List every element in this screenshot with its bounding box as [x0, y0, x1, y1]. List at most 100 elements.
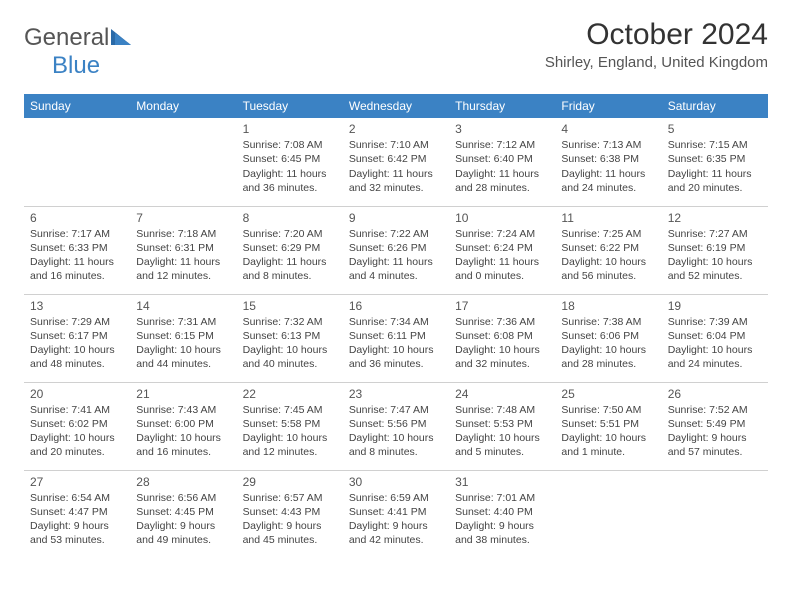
sunset-text: Sunset: 5:51 PM	[561, 417, 655, 431]
sunset-text: Sunset: 5:49 PM	[668, 417, 762, 431]
calendar-cell: 26Sunrise: 7:52 AMSunset: 5:49 PMDayligh…	[662, 382, 768, 470]
sunrise-text: Sunrise: 7:22 AM	[349, 227, 443, 241]
logo: General Blue	[24, 24, 131, 80]
daylight2-text: and 8 minutes.	[349, 445, 443, 459]
daylight1-text: Daylight: 10 hours	[243, 343, 337, 357]
daylight1-text: Daylight: 9 hours	[243, 519, 337, 533]
daylight2-text: and 28 minutes.	[561, 357, 655, 371]
daylight1-text: Daylight: 11 hours	[349, 255, 443, 269]
column-header: Tuesday	[237, 94, 343, 118]
calendar-cell: 1Sunrise: 7:08 AMSunset: 6:45 PMDaylight…	[237, 118, 343, 206]
daylight1-text: Daylight: 11 hours	[561, 167, 655, 181]
sunrise-text: Sunrise: 7:20 AM	[243, 227, 337, 241]
sunset-text: Sunset: 5:58 PM	[243, 417, 337, 431]
day-number: 7	[136, 210, 230, 226]
day-number: 5	[668, 121, 762, 137]
sunset-text: Sunset: 6:00 PM	[136, 417, 230, 431]
sunset-text: Sunset: 6:38 PM	[561, 152, 655, 166]
daylight2-text: and 12 minutes.	[136, 269, 230, 283]
sunset-text: Sunset: 4:40 PM	[455, 505, 549, 519]
calendar-cell: 3Sunrise: 7:12 AMSunset: 6:40 PMDaylight…	[449, 118, 555, 206]
daylight2-text: and 48 minutes.	[30, 357, 124, 371]
calendar-cell	[662, 470, 768, 558]
day-number: 29	[243, 474, 337, 490]
calendar-cell: 29Sunrise: 6:57 AMSunset: 4:43 PMDayligh…	[237, 470, 343, 558]
sunrise-text: Sunrise: 7:10 AM	[349, 138, 443, 152]
day-number: 17	[455, 298, 549, 314]
day-number: 14	[136, 298, 230, 314]
calendar-cell: 19Sunrise: 7:39 AMSunset: 6:04 PMDayligh…	[662, 294, 768, 382]
sunrise-text: Sunrise: 7:52 AM	[668, 403, 762, 417]
sunrise-text: Sunrise: 7:18 AM	[136, 227, 230, 241]
daylight1-text: Daylight: 9 hours	[349, 519, 443, 533]
daylight2-text: and 5 minutes.	[455, 445, 549, 459]
calendar-row: 13Sunrise: 7:29 AMSunset: 6:17 PMDayligh…	[24, 294, 768, 382]
day-number: 25	[561, 386, 655, 402]
calendar-cell: 17Sunrise: 7:36 AMSunset: 6:08 PMDayligh…	[449, 294, 555, 382]
day-number: 22	[243, 386, 337, 402]
sunrise-text: Sunrise: 7:31 AM	[136, 315, 230, 329]
sunrise-text: Sunrise: 7:34 AM	[349, 315, 443, 329]
day-number: 1	[243, 121, 337, 137]
calendar-cell: 2Sunrise: 7:10 AMSunset: 6:42 PMDaylight…	[343, 118, 449, 206]
sunset-text: Sunset: 6:24 PM	[455, 241, 549, 255]
sunset-text: Sunset: 6:04 PM	[668, 329, 762, 343]
calendar-table: SundayMondayTuesdayWednesdayThursdayFrid…	[24, 94, 768, 558]
day-number: 27	[30, 474, 124, 490]
day-number: 3	[455, 121, 549, 137]
daylight2-text: and 32 minutes.	[349, 181, 443, 195]
day-number: 26	[668, 386, 762, 402]
sunset-text: Sunset: 5:56 PM	[349, 417, 443, 431]
sunrise-text: Sunrise: 7:29 AM	[30, 315, 124, 329]
header: General Blue October 2024 Shirley, Engla…	[24, 18, 768, 80]
sunset-text: Sunset: 6:42 PM	[349, 152, 443, 166]
column-header: Friday	[555, 94, 661, 118]
day-number: 12	[668, 210, 762, 226]
sunrise-text: Sunrise: 7:13 AM	[561, 138, 655, 152]
sunrise-text: Sunrise: 7:25 AM	[561, 227, 655, 241]
daylight2-text: and 57 minutes.	[668, 445, 762, 459]
sunset-text: Sunset: 6:45 PM	[243, 152, 337, 166]
title-block: October 2024 Shirley, England, United Ki…	[545, 18, 768, 71]
calendar-cell: 5Sunrise: 7:15 AMSunset: 6:35 PMDaylight…	[662, 118, 768, 206]
sunrise-text: Sunrise: 7:50 AM	[561, 403, 655, 417]
daylight2-text: and 20 minutes.	[668, 181, 762, 195]
sunrise-text: Sunrise: 7:12 AM	[455, 138, 549, 152]
calendar-cell: 18Sunrise: 7:38 AMSunset: 6:06 PMDayligh…	[555, 294, 661, 382]
sunset-text: Sunset: 6:29 PM	[243, 241, 337, 255]
day-number: 20	[30, 386, 124, 402]
sunrise-text: Sunrise: 7:08 AM	[243, 138, 337, 152]
daylight1-text: Daylight: 10 hours	[668, 343, 762, 357]
daylight1-text: Daylight: 11 hours	[455, 255, 549, 269]
sunset-text: Sunset: 6:08 PM	[455, 329, 549, 343]
column-header: Monday	[130, 94, 236, 118]
daylight2-text: and 24 minutes.	[668, 357, 762, 371]
daylight2-text: and 44 minutes.	[136, 357, 230, 371]
sunrise-text: Sunrise: 7:38 AM	[561, 315, 655, 329]
daylight1-text: Daylight: 10 hours	[455, 431, 549, 445]
daylight1-text: Daylight: 10 hours	[561, 255, 655, 269]
sunset-text: Sunset: 6:26 PM	[349, 241, 443, 255]
calendar-cell: 25Sunrise: 7:50 AMSunset: 5:51 PMDayligh…	[555, 382, 661, 470]
calendar-cell: 11Sunrise: 7:25 AMSunset: 6:22 PMDayligh…	[555, 206, 661, 294]
day-number: 28	[136, 474, 230, 490]
daylight2-text: and 38 minutes.	[455, 533, 549, 547]
sunset-text: Sunset: 6:06 PM	[561, 329, 655, 343]
daylight1-text: Daylight: 9 hours	[30, 519, 124, 533]
daylight1-text: Daylight: 11 hours	[349, 167, 443, 181]
calendar-body: 1Sunrise: 7:08 AMSunset: 6:45 PM Daylight…	[24, 118, 768, 558]
daylight1-text: Daylight: 11 hours	[30, 255, 124, 269]
calendar-cell: 23Sunrise: 7:47 AMSunset: 5:56 PMDayligh…	[343, 382, 449, 470]
calendar-cell: 12Sunrise: 7:27 AMSunset: 6:19 PMDayligh…	[662, 206, 768, 294]
daylight1-text: Daylight: 10 hours	[561, 431, 655, 445]
logo-word1: General	[24, 24, 109, 51]
day-number: 13	[30, 298, 124, 314]
day-number: 4	[561, 121, 655, 137]
sunrise-text: Sunrise: 7:47 AM	[349, 403, 443, 417]
calendar-cell: 8Sunrise: 7:20 AMSunset: 6:29 PMDaylight…	[237, 206, 343, 294]
sunset-text: Sunset: 6:13 PM	[243, 329, 337, 343]
calendar-cell: 24Sunrise: 7:48 AMSunset: 5:53 PMDayligh…	[449, 382, 555, 470]
daylight2-text: and 45 minutes.	[243, 533, 337, 547]
calendar-cell: 27Sunrise: 6:54 AMSunset: 4:47 PMDayligh…	[24, 470, 130, 558]
day-number: 21	[136, 386, 230, 402]
